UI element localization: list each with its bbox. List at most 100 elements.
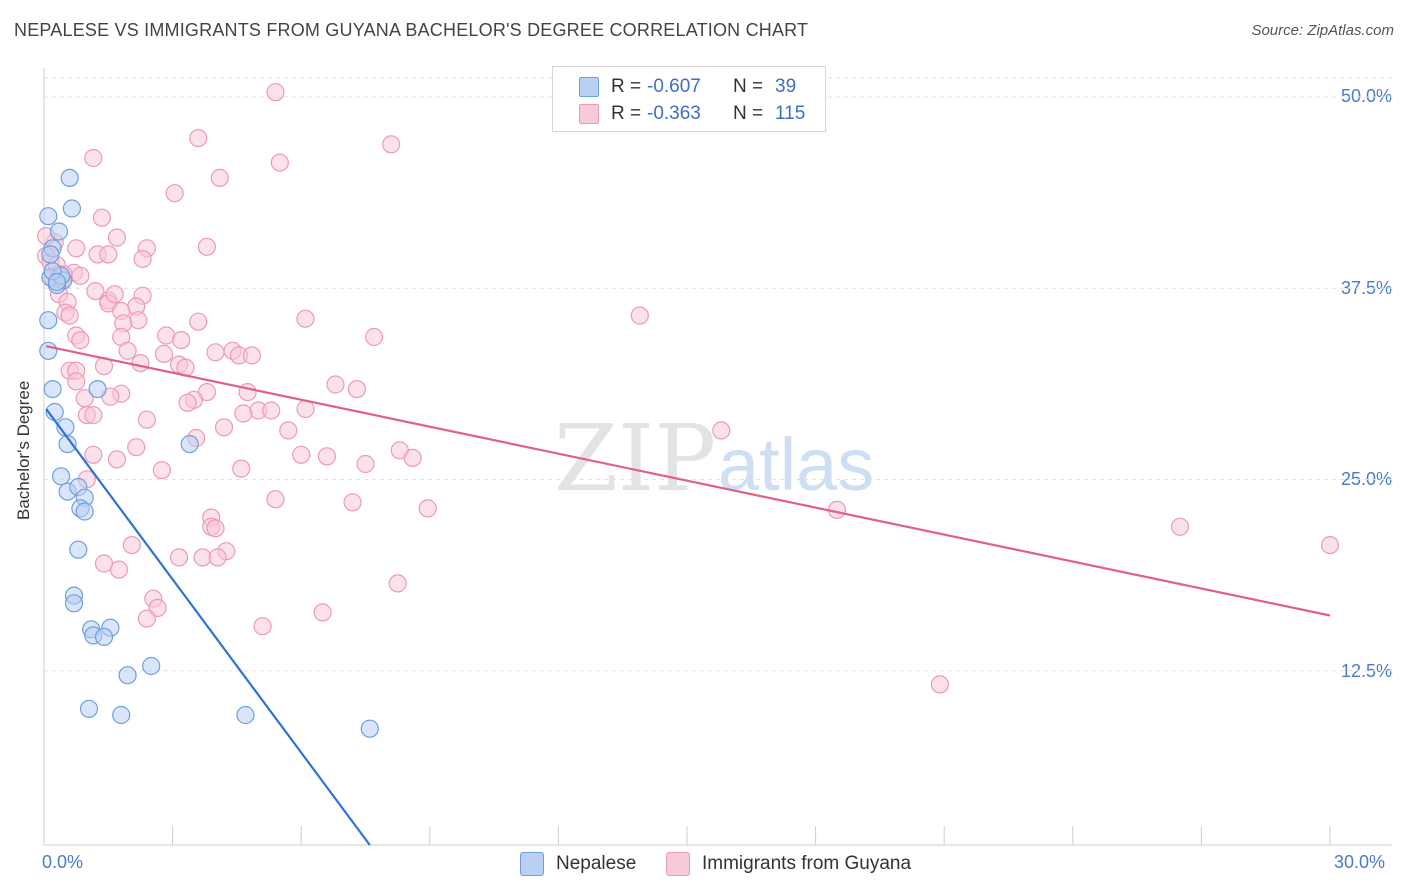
data-point xyxy=(189,129,208,148)
y-tick-label: 50.0% xyxy=(1340,86,1392,106)
n-value: 115 xyxy=(775,103,806,124)
data-point xyxy=(41,245,60,264)
data-point xyxy=(347,380,366,399)
data-point xyxy=(208,548,227,567)
data-point xyxy=(137,410,156,429)
data-point xyxy=(154,344,174,363)
data-point xyxy=(343,493,362,512)
series-legend: Nepalese Immigrants from Guyana xyxy=(0,850,1406,880)
r-value: -0.363 xyxy=(647,103,701,124)
data-point xyxy=(234,404,253,423)
data-point xyxy=(129,311,148,330)
data-point xyxy=(67,239,86,258)
data-point xyxy=(49,222,69,241)
data-point xyxy=(84,445,103,464)
data-point xyxy=(60,168,79,187)
data-point xyxy=(84,148,103,168)
data-point xyxy=(178,393,197,412)
data-point xyxy=(39,341,58,360)
axes xyxy=(43,68,1392,846)
data-point xyxy=(266,83,285,102)
data-point xyxy=(356,454,375,474)
n-label: N = xyxy=(733,76,764,97)
data-point xyxy=(118,666,137,685)
data-point xyxy=(62,199,82,218)
data-point xyxy=(1320,535,1340,555)
data-point xyxy=(79,699,99,718)
data-point xyxy=(210,168,229,187)
data-point xyxy=(270,153,289,172)
data-point xyxy=(122,535,141,555)
stats-legend: R = -0.607 N = 39 R = -0.363 N = 115 xyxy=(552,66,826,132)
data-point xyxy=(107,450,127,469)
data-point xyxy=(109,560,129,579)
watermark-atlas: atlas xyxy=(718,423,874,506)
data-point xyxy=(64,594,84,613)
data-point xyxy=(403,448,422,467)
data-point xyxy=(60,306,79,325)
data-point xyxy=(148,598,167,618)
x-tick-label: 0.0% xyxy=(42,852,84,872)
data-point xyxy=(365,327,384,347)
data-point xyxy=(137,609,156,628)
data-point xyxy=(107,228,127,247)
r-label: R = xyxy=(611,103,642,124)
data-point xyxy=(712,421,731,440)
stats-row-nepalese: R = -0.607 N = 39 xyxy=(553,75,825,99)
data-point xyxy=(279,421,298,440)
data-point xyxy=(232,459,251,478)
data-point xyxy=(418,499,437,518)
data-point xyxy=(326,375,345,394)
data-point xyxy=(51,467,71,486)
data-point xyxy=(67,372,86,391)
data-point xyxy=(382,135,401,154)
x-tick-label: 30.0% xyxy=(1334,852,1386,872)
data-point xyxy=(71,266,90,285)
data-point xyxy=(88,380,107,399)
data-point xyxy=(157,326,176,345)
data-point xyxy=(172,331,191,350)
series-guyana-points xyxy=(36,83,1340,694)
guyana-swatch xyxy=(666,852,690,876)
data-point xyxy=(253,617,272,636)
data-point xyxy=(112,705,131,725)
data-point xyxy=(131,354,150,373)
data-point xyxy=(165,184,184,203)
data-point xyxy=(189,312,208,331)
data-point xyxy=(69,540,88,559)
data-point xyxy=(292,445,311,464)
chart-title: NEPALESE VS IMMIGRANTS FROM GUYANA BACHE… xyxy=(14,20,809,40)
data-point xyxy=(262,401,281,420)
data-point xyxy=(197,237,216,256)
data-point xyxy=(58,435,77,454)
data-point xyxy=(236,705,255,725)
n-label: N = xyxy=(733,103,764,124)
series-nepalese-points xyxy=(39,168,379,738)
data-point xyxy=(180,435,199,454)
data-point xyxy=(206,343,225,362)
data-point xyxy=(84,406,103,425)
trend-line-guyana xyxy=(45,345,1331,617)
data-point xyxy=(105,285,124,304)
gridlines xyxy=(44,77,1392,672)
data-point xyxy=(71,331,90,350)
data-point xyxy=(43,380,62,399)
data-point xyxy=(388,574,407,593)
data-point xyxy=(317,447,336,466)
stats-row-guyana: R = -0.363 N = 115 xyxy=(553,102,825,126)
data-point xyxy=(630,306,649,325)
data-point xyxy=(92,208,112,227)
data-point xyxy=(206,519,225,538)
data-point xyxy=(296,309,315,328)
data-point xyxy=(313,603,332,622)
legend-item-guyana[interactable]: Immigrants from Guyana xyxy=(666,852,911,876)
data-point xyxy=(118,341,137,360)
nepalese-swatch xyxy=(520,852,544,876)
legend-label: Nepalese xyxy=(556,853,637,874)
data-point xyxy=(47,272,67,292)
legend-item-nepalese[interactable]: Nepalese xyxy=(520,852,636,876)
r-value: -0.607 xyxy=(647,76,701,97)
data-point xyxy=(242,346,261,365)
watermark: ZIP atlas xyxy=(554,405,874,512)
trend-lines xyxy=(45,345,1331,846)
